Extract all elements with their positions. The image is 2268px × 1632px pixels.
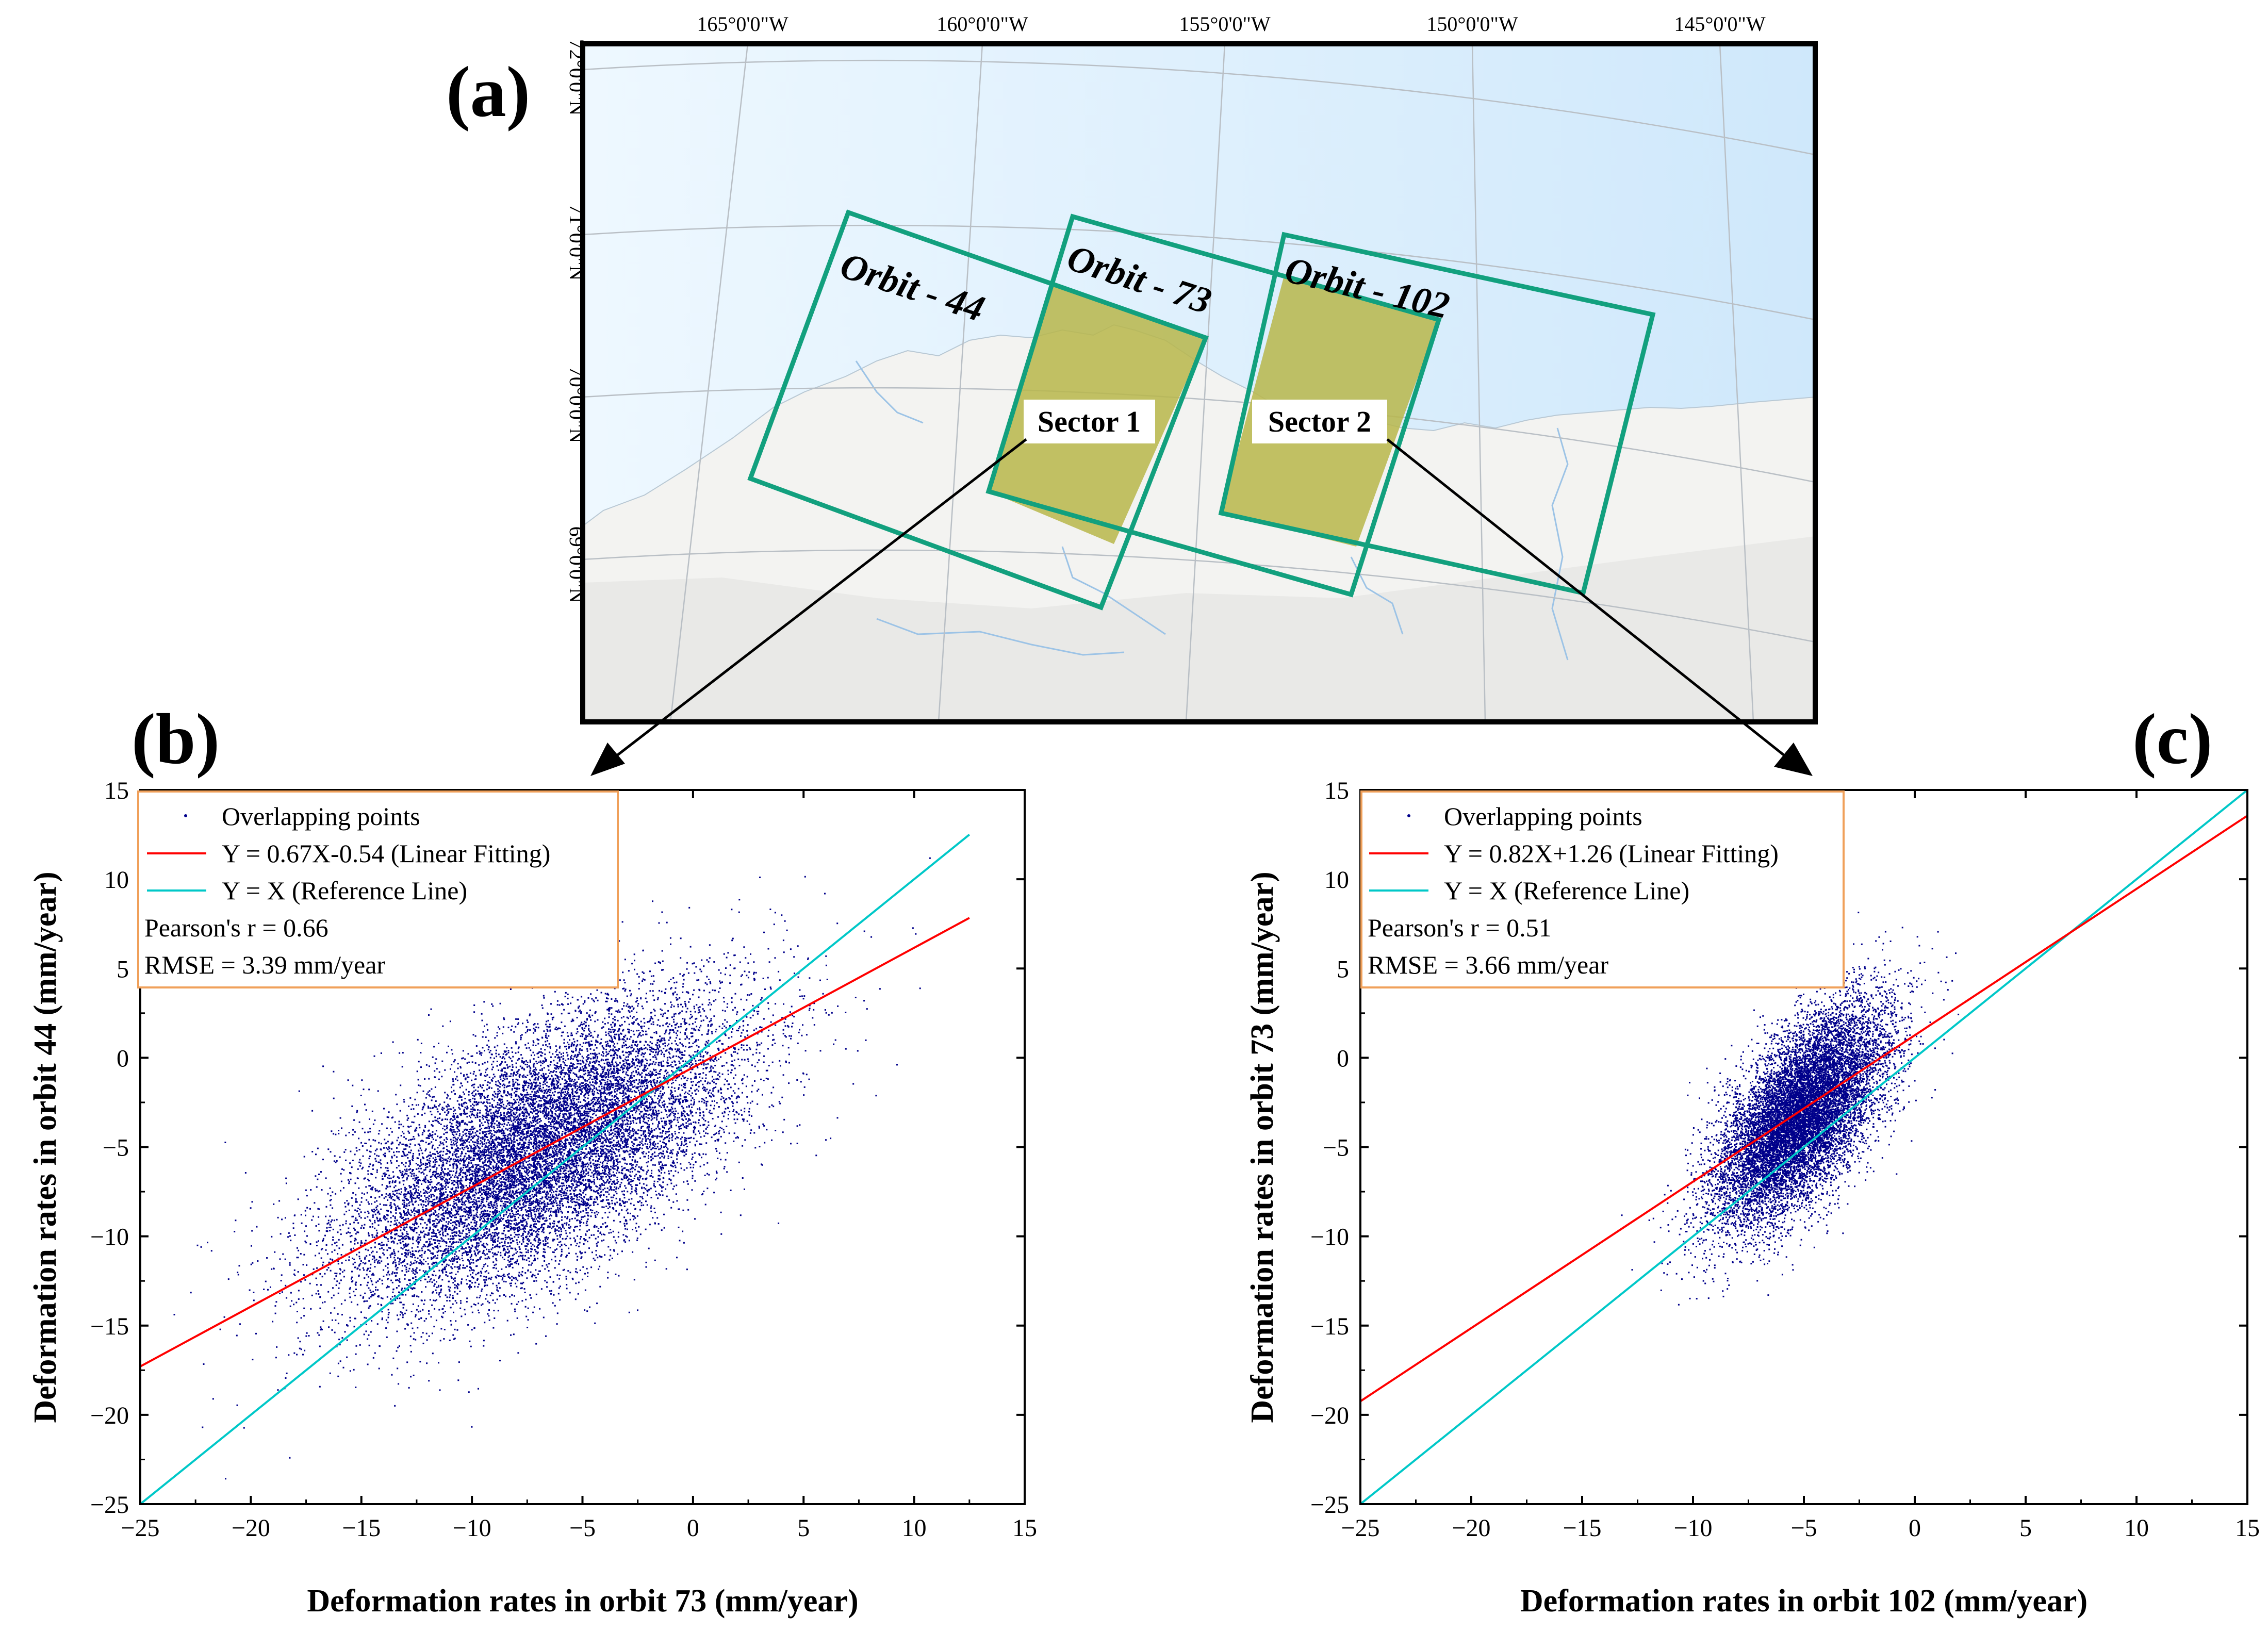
x-tick-label: −20 [232,1514,270,1542]
sector-2-label: Sector 2 [1268,405,1371,438]
map-lat-label-72: 72°0'0"N [565,39,588,116]
chart-c-stat-rmse: RMSE = 3.66 mm/year [1368,950,1608,979]
y-tick-label: −10 [90,1224,129,1251]
y-tick-label: 5 [117,955,129,983]
chart-c-legend-box [1360,790,1845,988]
y-tick-label: −25 [1310,1491,1349,1519]
chart-c-legend-ref: Y = X (Reference Line) [1444,876,1689,905]
chart-c-x-axis-title: Deformation rates in orbit 102 (mm/year) [1520,1584,2088,1619]
x-tick-label: −15 [342,1514,381,1542]
scatter-points [1621,912,1960,1306]
x-tick-label: 5 [2019,1514,2032,1542]
y-tick-label: 0 [117,1045,129,1072]
chart-c-legend: Overlapping points Y = 0.82X+1.26 (Linea… [1360,790,1845,988]
chart-b-scatter-points [173,857,931,1480]
chart-b-legend-scatter: Overlapping points [222,802,420,831]
fit-line [1360,815,2247,1403]
y-tick-label: 10 [1324,866,1349,894]
chart-b-y-axis-title: Deformation rates in orbit 44 (mm/year) [28,871,63,1423]
y-tick-label: 0 [1337,1045,1349,1072]
x-tick-label: −20 [1452,1514,1490,1542]
chart-c-y-axis-title: Deformation rates in orbit 73 (mm/year) [1245,871,1280,1423]
y-tick-label: −20 [90,1402,129,1429]
x-tick-label: −10 [453,1514,491,1542]
sector-1-label-box [1024,400,1155,443]
y-tick-label: −5 [103,1134,129,1162]
chart-b-stat-rmse: RMSE = 3.39 mm/year [144,950,385,979]
map-lon-label-155: 155°0'0"W [1179,12,1271,36]
y-tick-label: −25 [90,1491,129,1519]
x-tick-label: −25 [121,1514,159,1542]
chart-c-legend-fit: Y = 0.82X+1.26 (Linear Fitting) [1444,839,1779,868]
map-terrain-shade [583,536,1815,722]
y-tick-label: −15 [90,1313,129,1340]
scatter-points [173,857,931,1480]
x-tick-label: −5 [1790,1514,1817,1542]
map-lon-label-145: 145°0'0"W [1674,12,1766,36]
x-tick-label: 10 [902,1514,927,1542]
x-tick-label: 0 [687,1514,699,1542]
chart-b-legend-box [137,790,619,988]
arrow-sector-1-to-b [613,438,1027,759]
map-lat-label-71: 71°0'0"N [565,204,588,281]
chart-b-lines [140,834,971,1504]
orbit-44-footprint [747,209,1209,611]
chart-c-legend-scatter-marker [1407,814,1410,817]
x-tick-label: 5 [797,1514,810,1542]
x-tick-label: 15 [2235,1514,2260,1542]
chart-b-legend-fit: Y = 0.67X-0.54 (Linear Fitting) [222,839,550,868]
map-lat-label-70: 70°0'0"N [565,367,588,443]
map-lon-label-160: 160°0'0"W [936,12,1028,36]
chart-c: −25 −20 −15 −10 −5 0 5 10 15 −25 −20 −15 −10 −5 0 5 10 15… [1245,777,2260,1619]
chart-c-lines [1360,790,2247,1504]
arrow-sector-2-to-c [1386,438,1785,756]
panel-label-c: (c) [2132,699,2212,779]
fit-line [140,917,970,1367]
reference-line [1360,790,2247,1504]
y-tick-label: 15 [104,777,129,804]
chart-b-stat-pearson: Pearson's r = 0.66 [144,913,328,942]
map-lat-label-69: 69°0'0"N [565,526,588,603]
chart-c-stat-pearson: Pearson's r = 0.51 [1368,913,1552,942]
x-tick-label: 0 [1909,1514,1921,1542]
orbit-102-footprint [1218,232,1656,596]
chart-b-legend-scatter-marker [184,814,187,817]
chart-c-legend-scatter: Overlapping points [1444,802,1642,831]
y-tick-label: −5 [1323,1134,1349,1162]
chart-c-scatter-points [1621,912,1960,1306]
y-tick-label: 5 [1337,955,1349,983]
x-tick-label: −15 [1563,1514,1601,1542]
arrowhead-c [1774,743,1813,776]
x-tick-label: −25 [1341,1514,1379,1542]
panel-label-b: (b) [132,699,220,779]
sector-2-label-box [1252,400,1387,443]
map-graticule [583,44,1815,722]
x-tick-label: −5 [569,1514,596,1542]
x-tick-label: 10 [2124,1514,2149,1542]
y-tick-label: 10 [104,866,129,894]
y-tick-label: −10 [1310,1224,1349,1251]
panel-label-a: (a) [446,52,530,132]
orbit-73-footprint [985,213,1442,598]
y-tick-label: −20 [1310,1402,1349,1429]
arrowhead-b [590,743,625,776]
x-tick-label: 15 [1012,1514,1037,1542]
chart-b-legend-ref: Y = X (Reference Line) [222,876,467,905]
sector-1-label: Sector 1 [1038,405,1141,438]
map-frame [580,41,1818,724]
chart-b-legend: Overlapping points Y = 0.67X-0.54 (Linea… [137,790,619,988]
y-tick-label: 15 [1324,777,1349,804]
map-lon-label-165: 165°0'0"W [697,12,788,36]
chart-b-x-axis-title: Deformation rates in orbit 73 (mm/year) [307,1584,858,1619]
chart-b: −25 −20 −15 −10 −5 0 5 10 15 −25 −20 −15 −10 −5 0 5 10 15… [28,777,1037,1619]
map-panel: 165°0'0"W 160°0'0"W 155°0'0"W 150°0'0"W … [565,12,1818,776]
y-tick-label: −15 [1310,1313,1349,1340]
reference-line [140,834,971,1504]
x-tick-label: −10 [1673,1514,1712,1542]
map-lon-label-150: 150°0'0"W [1426,12,1518,36]
